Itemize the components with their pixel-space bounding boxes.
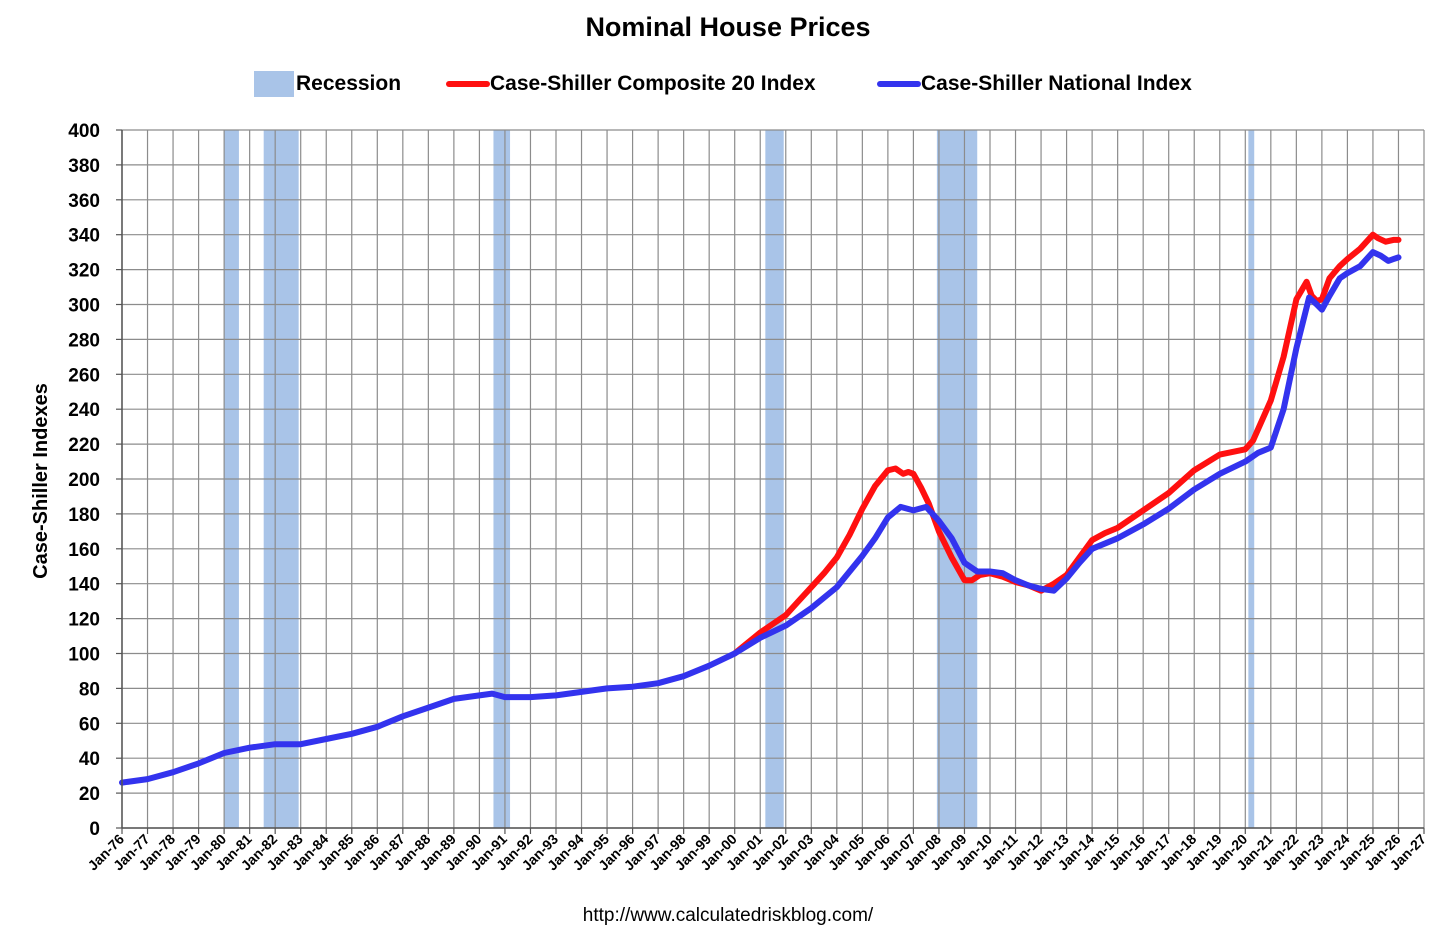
y-tick-label: 20 bbox=[79, 784, 100, 805]
y-tick-label: 0 bbox=[89, 819, 100, 840]
series-line-national bbox=[119, 249, 1402, 786]
legend-item-recession: Recession bbox=[254, 68, 401, 100]
legend-label-national: Case-Shiller National Index bbox=[921, 72, 1192, 95]
legend-swatch-composite-20 bbox=[446, 81, 490, 87]
y-tick-label: 240 bbox=[68, 400, 100, 421]
y-tick-label: 60 bbox=[79, 714, 100, 735]
source-url: http://www.calculatedriskblog.com/ bbox=[582, 905, 874, 926]
y-tick-label: 140 bbox=[68, 575, 100, 596]
series-lines bbox=[119, 231, 1402, 786]
axes: 0 20 40 60 80 100 120 140 160 180 200 220 240 260 280 3… bbox=[68, 121, 1429, 873]
legend-label-recession: Recession bbox=[296, 72, 402, 95]
y-tick-label: 360 bbox=[68, 191, 100, 212]
legend-item-national: Case-Shiller National Index bbox=[877, 68, 1192, 100]
y-axis-label: Case-Shiller Indexes bbox=[30, 383, 52, 579]
legend-swatch-national bbox=[877, 81, 921, 87]
y-tick-label: 200 bbox=[68, 470, 100, 491]
legend-item-composite-20: Case-Shiller Composite 20 Index bbox=[446, 68, 816, 100]
y-tick-label: 100 bbox=[68, 645, 100, 666]
y-tick-label: 280 bbox=[68, 330, 100, 351]
y-tick-label: 400 bbox=[68, 121, 100, 142]
y-tick-label: 220 bbox=[68, 435, 100, 456]
y-tick-label: 340 bbox=[68, 226, 100, 247]
y-tick-label: 180 bbox=[68, 505, 100, 526]
grid-lines bbox=[121, 129, 1425, 829]
legend-label-composite-20: Case-Shiller Composite 20 Index bbox=[490, 72, 816, 95]
y-tick-label: 160 bbox=[68, 540, 100, 561]
y-tick-label: 320 bbox=[68, 261, 100, 282]
legend-swatch-recession bbox=[254, 71, 294, 97]
y-tick-label: 40 bbox=[79, 749, 100, 770]
legend: Recession Case-Shiller Composite 20 Inde… bbox=[0, 68, 1456, 100]
y-tick-label: 260 bbox=[68, 365, 100, 386]
y-tick-label: 120 bbox=[68, 610, 100, 631]
y-tick-label: 80 bbox=[79, 679, 100, 700]
chart-title: Nominal House Prices bbox=[585, 12, 871, 42]
y-tick-label: 380 bbox=[68, 156, 100, 177]
y-tick-label: 300 bbox=[68, 296, 100, 317]
